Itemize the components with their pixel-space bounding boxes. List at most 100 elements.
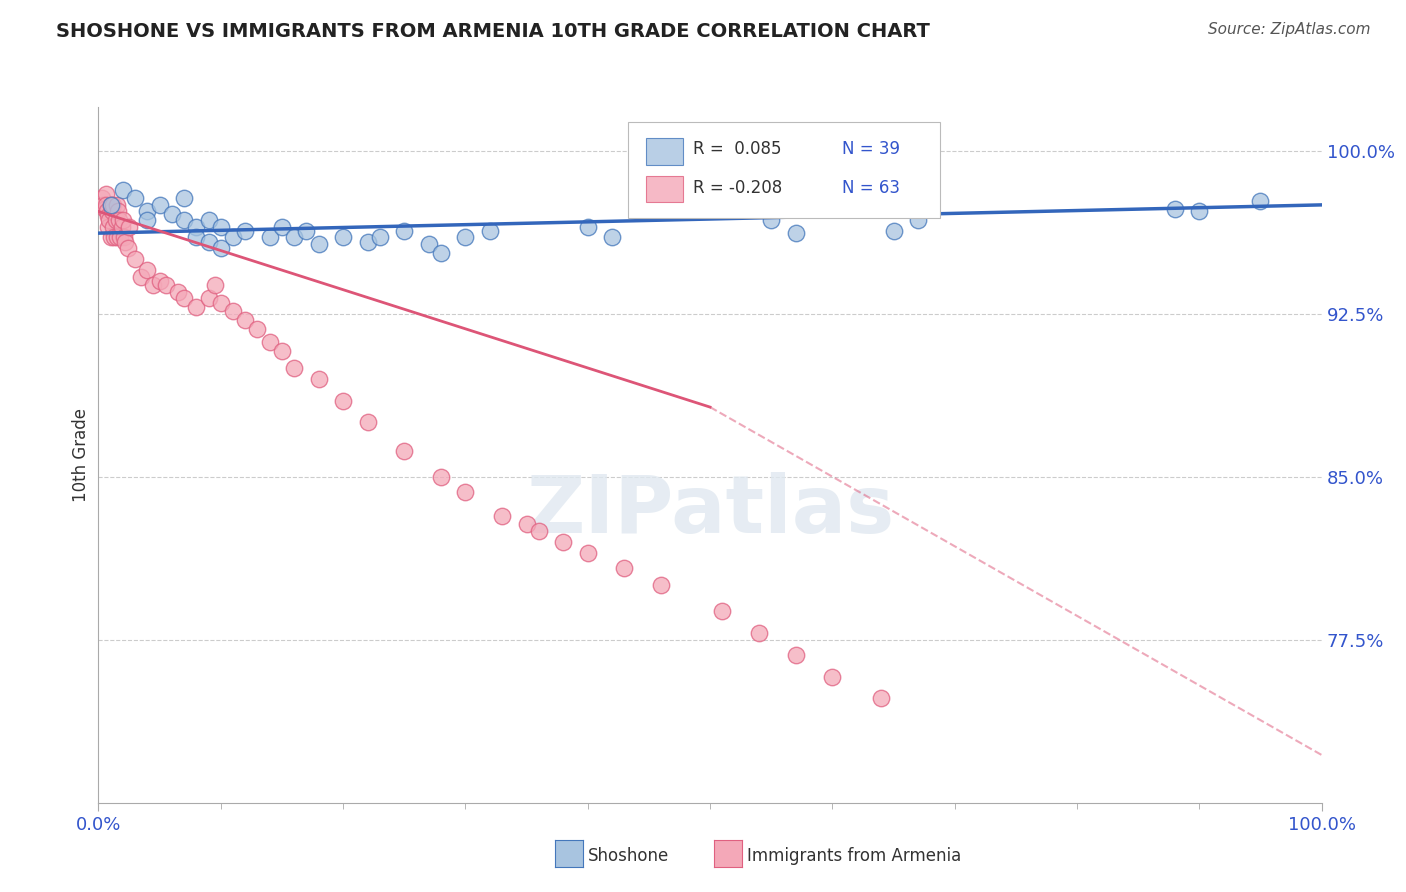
Point [167, 285, 190, 299]
Point [576, 219, 599, 234]
Point [209, 241, 232, 255]
Point [105, 230, 128, 244]
Point [870, 691, 893, 706]
Point [160, 206, 183, 220]
Point [613, 561, 636, 575]
Text: Immigrants from Armenia: Immigrants from Armenia [747, 847, 960, 865]
Bar [647, 176, 683, 202]
Point [600, 230, 623, 244]
Point [124, 191, 146, 205]
Point [283, 230, 305, 244]
Point [748, 626, 770, 640]
Point [96, 204, 118, 219]
Text: Source: ZipAtlas.com: Source: ZipAtlas.com [1208, 22, 1371, 37]
Point [576, 546, 599, 560]
Point [907, 213, 929, 227]
Point [392, 443, 416, 458]
Point [149, 274, 172, 288]
FancyBboxPatch shape [628, 122, 941, 219]
Point [97, 209, 120, 223]
Point [111, 219, 134, 234]
Point [118, 219, 141, 234]
Point [186, 230, 208, 244]
Point [197, 213, 219, 227]
Point [197, 235, 219, 249]
Point [91, 198, 114, 212]
Point [173, 291, 195, 305]
Point [356, 235, 378, 249]
Point [356, 415, 378, 429]
Point [650, 578, 672, 592]
Point [308, 237, 330, 252]
Point [129, 269, 152, 284]
Point [209, 295, 232, 310]
Point [1188, 204, 1211, 219]
Point [491, 508, 513, 523]
Point [332, 230, 354, 244]
Point [104, 213, 127, 227]
Point [136, 204, 159, 219]
Point [233, 224, 256, 238]
Point [527, 524, 550, 538]
Point [110, 230, 132, 244]
Point [94, 198, 117, 212]
Text: Shoshone: Shoshone [588, 847, 669, 865]
Point [259, 230, 281, 244]
Point [246, 322, 269, 336]
Point [97, 219, 120, 234]
Point [103, 230, 125, 244]
Point [222, 230, 245, 244]
Point [430, 469, 453, 483]
Point [454, 484, 477, 499]
Point [91, 191, 114, 205]
Point [515, 517, 537, 532]
Point [173, 213, 195, 227]
Point [142, 278, 165, 293]
Point [283, 361, 305, 376]
Point [124, 252, 146, 267]
Point [108, 213, 131, 227]
Text: R =  0.085: R = 0.085 [693, 140, 782, 159]
Point [98, 213, 121, 227]
Text: SHOSHONE VS IMMIGRANTS FROM ARMENIA 10TH GRADE CORRELATION CHART: SHOSHONE VS IMMIGRANTS FROM ARMENIA 10TH… [56, 22, 931, 41]
Point [1164, 202, 1187, 217]
Point [197, 291, 219, 305]
Point [136, 263, 159, 277]
Point [259, 334, 281, 349]
Point [821, 670, 844, 684]
Point [270, 219, 294, 234]
Point [100, 198, 122, 212]
Point [173, 191, 195, 205]
Point [454, 230, 477, 244]
Point [101, 198, 124, 212]
Point [295, 224, 318, 238]
Point [114, 235, 136, 249]
Point [308, 372, 330, 386]
Point [222, 304, 245, 318]
Text: R = -0.208: R = -0.208 [693, 179, 782, 197]
Point [93, 202, 115, 217]
Text: N = 63: N = 63 [842, 179, 900, 197]
Point [392, 224, 416, 238]
Point [270, 343, 294, 358]
Point [186, 300, 208, 314]
Point [233, 313, 256, 327]
Point [418, 237, 440, 252]
Point [100, 230, 122, 244]
Y-axis label: 10th Grade: 10th Grade [72, 408, 90, 502]
Point [112, 230, 135, 244]
Text: N = 39: N = 39 [842, 140, 900, 159]
Point [368, 230, 391, 244]
Point [101, 204, 124, 219]
Point [111, 183, 134, 197]
Point [430, 245, 453, 260]
Point [100, 198, 122, 212]
Point [761, 213, 783, 227]
Bar [647, 138, 683, 165]
Point [785, 648, 807, 662]
Point [1249, 194, 1271, 208]
Point [101, 219, 124, 234]
Point [553, 535, 575, 549]
Point [155, 278, 177, 293]
Point [105, 198, 128, 212]
